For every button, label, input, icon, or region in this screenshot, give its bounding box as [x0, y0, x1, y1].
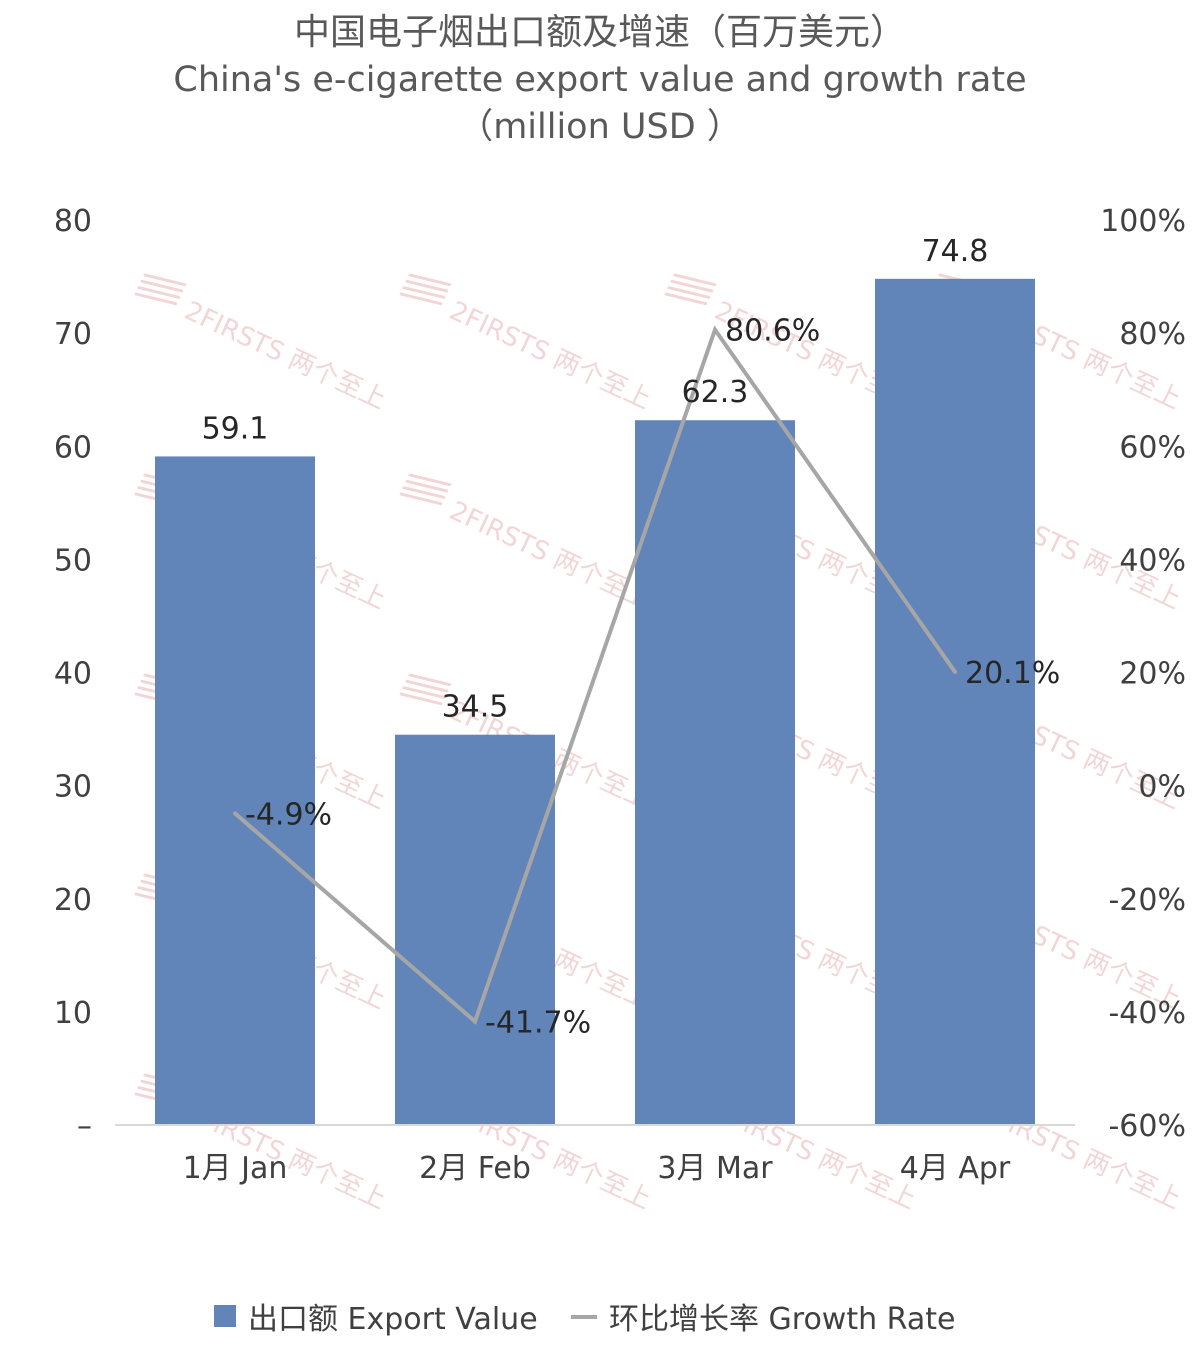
watermark-stroke — [143, 273, 187, 287]
left-y-tick-label: 20 — [54, 883, 92, 918]
left-y-axis: – 10 20 30 40 50 60 70 80 — [54, 204, 92, 1144]
growth-rate-label: -41.7% — [485, 1005, 591, 1040]
left-y-tick-label: 40 — [54, 657, 92, 692]
x-category-label: 4月 Apr — [900, 1151, 1011, 1186]
legend-swatch-export-value — [214, 1305, 236, 1327]
watermark-stroke — [140, 279, 184, 293]
watermark-stroke — [399, 692, 443, 706]
watermark-stroke — [402, 486, 446, 499]
left-y-tick-label: 30 — [54, 770, 92, 805]
watermark-mark: 2FIRSTS 两个至上 — [134, 273, 391, 416]
growth-rate-label: 20.1% — [965, 656, 1060, 691]
left-y-tick-label: 50 — [54, 543, 92, 578]
watermark-text: 2FIRSTS 两个至上 — [180, 296, 391, 415]
right-y-tick-label: -40% — [1108, 996, 1186, 1031]
bar-value-label: 62.3 — [682, 375, 749, 410]
x-category-label: 1月 Jan — [183, 1151, 288, 1186]
right-y-tick-label: -20% — [1108, 883, 1186, 918]
right-y-tick-label: -60% — [1108, 1109, 1186, 1144]
right-y-axis: -60% -40% -20% 0% 20% 40% 60% 80% 100% — [1100, 204, 1186, 1144]
growth-rate-point — [713, 327, 717, 332]
bar — [635, 420, 795, 1125]
left-y-tick-label: 80 — [54, 204, 92, 239]
right-y-tick-label: 20% — [1119, 657, 1186, 692]
chart-subtitle: China's e-cigarette export value and gro… — [173, 60, 1026, 100]
watermark-stroke — [408, 273, 452, 287]
watermark-stroke — [667, 286, 711, 299]
watermark-stroke — [402, 286, 446, 299]
x-category-label: 2月 Feb — [419, 1151, 531, 1186]
right-y-tick-label: 80% — [1119, 317, 1186, 352]
right-y-tick-label: 0% — [1138, 770, 1186, 805]
bar — [395, 734, 555, 1125]
chart-subtitle-unit: （million USD ） — [458, 107, 742, 147]
right-y-tick-label: 40% — [1119, 543, 1186, 578]
left-y-tick-label: 60 — [54, 430, 92, 465]
watermark-stroke — [399, 292, 443, 306]
data-labels: 59.1 34.5 62.3 74.8 -4.9% -41.7% 80.6% 20.1% — [202, 234, 1061, 1041]
growth-rate-label: 80.6% — [725, 314, 820, 349]
left-y-tick-label: 70 — [54, 317, 92, 352]
left-y-tick-label: – — [77, 1109, 92, 1144]
bar — [875, 278, 1035, 1125]
right-y-tick-label: 60% — [1119, 430, 1186, 465]
legend-label-growth-rate: 环比增长率 Growth Rate — [609, 1302, 955, 1337]
chart-title: 中国电子烟出口额及增速（百万美元） — [294, 12, 906, 53]
watermark-stroke — [405, 479, 449, 493]
legend: 出口额 Export Value 环比增长率 Growth Rate — [214, 1302, 955, 1337]
watermark-stroke — [405, 679, 449, 693]
bar-value-label: 74.8 — [922, 234, 989, 269]
bar-series — [155, 278, 1035, 1125]
watermark-stroke — [402, 686, 446, 699]
watermark-stroke — [137, 286, 181, 299]
watermark-mark: 2FIRSTS 两个至上 — [399, 273, 656, 416]
watermark-stroke — [670, 279, 714, 293]
bar — [155, 456, 315, 1125]
x-category-label: 3月 Mar — [657, 1151, 773, 1186]
right-y-tick-label: 100% — [1100, 204, 1186, 239]
watermark-stroke — [405, 279, 449, 293]
growth-rate-point — [473, 1019, 477, 1024]
watermark-text: 2FIRSTS 两个至上 — [445, 296, 656, 415]
bar-value-label: 59.1 — [202, 411, 269, 446]
watermark-stroke — [673, 273, 717, 287]
watermark-stroke — [408, 673, 452, 687]
growth-rate-point — [953, 669, 957, 674]
growth-rate-line — [233, 325, 957, 1025]
left-y-tick-label: 10 — [54, 996, 92, 1031]
watermark-stroke — [408, 473, 452, 487]
watermark-stroke — [134, 292, 178, 306]
growth-rate-label: -4.9% — [245, 797, 332, 832]
watermark-mark: 2FIRSTS 两个至上 — [399, 473, 655, 616]
watermark-stroke — [664, 292, 708, 306]
bar-value-label: 34.5 — [442, 690, 509, 725]
legend-label-export-value: 出口额 Export Value — [248, 1302, 538, 1337]
x-axis-labels: 1月 Jan 2月 Feb 3月 Mar 4月 Apr — [183, 1151, 1011, 1186]
growth-rate-point — [233, 811, 237, 816]
watermark-stroke — [399, 492, 443, 506]
growth-line-series — [233, 325, 957, 1025]
